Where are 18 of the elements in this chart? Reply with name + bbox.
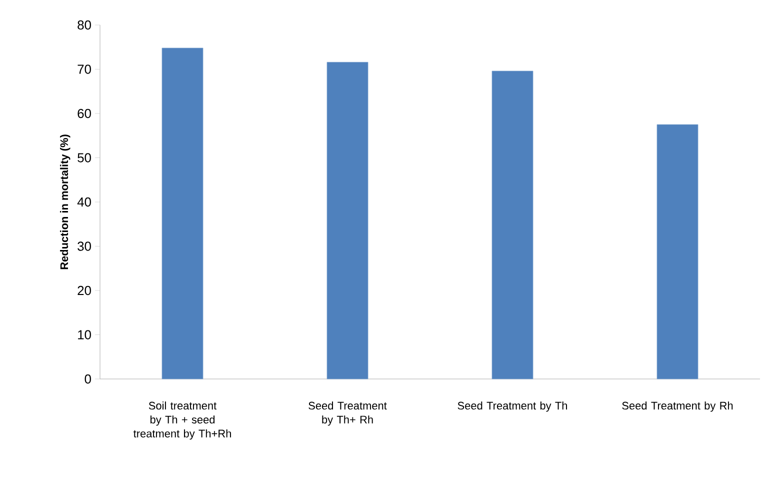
y-axis-title: Reduction in mortality (%) — [60, 134, 70, 270]
x-tick-label: Seed Treatment by Rh — [622, 402, 733, 412]
bar — [162, 48, 204, 380]
y-tick-label: 40 — [77, 197, 91, 207]
bar — [492, 70, 534, 380]
y-tick-label: 70 — [78, 64, 91, 74]
y-tick-label: 50 — [78, 153, 91, 162]
x-tick-label: Seed Treatment by Th+ Rh — [308, 402, 387, 426]
y-tick-label: 0 — [84, 374, 91, 384]
bar — [656, 124, 698, 380]
x-tick-label: Soil treatment by Th + seed treatment by Th+Rh — [133, 402, 231, 440]
x-tick-label: Seed Treatment by Th — [458, 402, 567, 412]
y-tick-label: 60 — [78, 108, 91, 118]
y-tick-label: 30 — [78, 242, 91, 251]
y-tick-label: 10 — [78, 330, 91, 340]
y-tick-label: 20 — [78, 286, 91, 296]
y-tick-label: 80 — [78, 20, 91, 30]
bar — [326, 62, 368, 380]
